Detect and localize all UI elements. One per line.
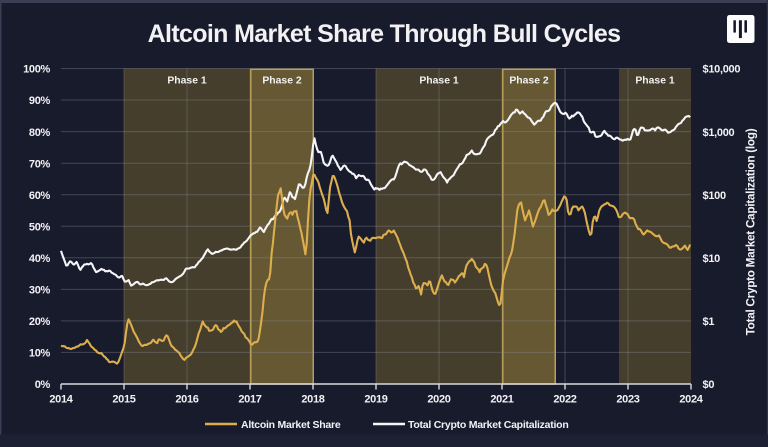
svg-text:0%: 0% (35, 379, 51, 391)
svg-text:Total Crypto Market Capitaliza: Total Crypto Market Capitalization (408, 419, 569, 431)
svg-text:Altcoin Market Share Through B: Altcoin Market Share Through Bull Cycles (148, 20, 621, 48)
svg-text:2020: 2020 (427, 394, 450, 406)
svg-text:20%: 20% (29, 316, 51, 328)
svg-text:2022: 2022 (553, 394, 576, 406)
svg-text:$100: $100 (703, 190, 726, 202)
svg-text:2019: 2019 (364, 394, 387, 406)
svg-text:2015: 2015 (112, 394, 135, 406)
svg-text:$1,000: $1,000 (703, 127, 735, 139)
svg-text:2021: 2021 (490, 394, 513, 406)
svg-text:80%: 80% (29, 127, 51, 139)
svg-text:Phase 2: Phase 2 (509, 76, 549, 87)
svg-text:Phase 1: Phase 1 (419, 76, 459, 87)
svg-text:2024: 2024 (679, 394, 703, 406)
svg-text:2016: 2016 (175, 394, 198, 406)
svg-text:$10: $10 (703, 253, 721, 265)
svg-text:10%: 10% (29, 348, 51, 360)
svg-text:2023: 2023 (616, 394, 639, 406)
svg-text:Phase 1: Phase 1 (167, 76, 207, 87)
svg-text:90%: 90% (29, 95, 51, 107)
svg-text:$0: $0 (703, 379, 715, 391)
svg-text:100%: 100% (23, 64, 50, 76)
svg-text:Phase 1: Phase 1 (635, 76, 675, 87)
svg-text:$1: $1 (703, 316, 715, 328)
svg-text:$10,000: $10,000 (703, 64, 741, 76)
svg-text:50%: 50% (29, 221, 51, 233)
svg-text:2017: 2017 (238, 394, 261, 406)
svg-text:60%: 60% (29, 190, 51, 202)
svg-text:Total Crypto Market Capitaliza: Total Crypto Market Capitalization (log) (744, 128, 758, 335)
svg-text:Phase 2: Phase 2 (262, 76, 302, 87)
svg-text:Altcoin Market Share: Altcoin Market Share (241, 419, 341, 431)
svg-text:2014: 2014 (49, 394, 73, 406)
svg-text:70%: 70% (29, 158, 51, 170)
svg-text:40%: 40% (29, 253, 51, 265)
svg-text:2018: 2018 (301, 394, 324, 406)
svg-text:30%: 30% (29, 285, 51, 297)
